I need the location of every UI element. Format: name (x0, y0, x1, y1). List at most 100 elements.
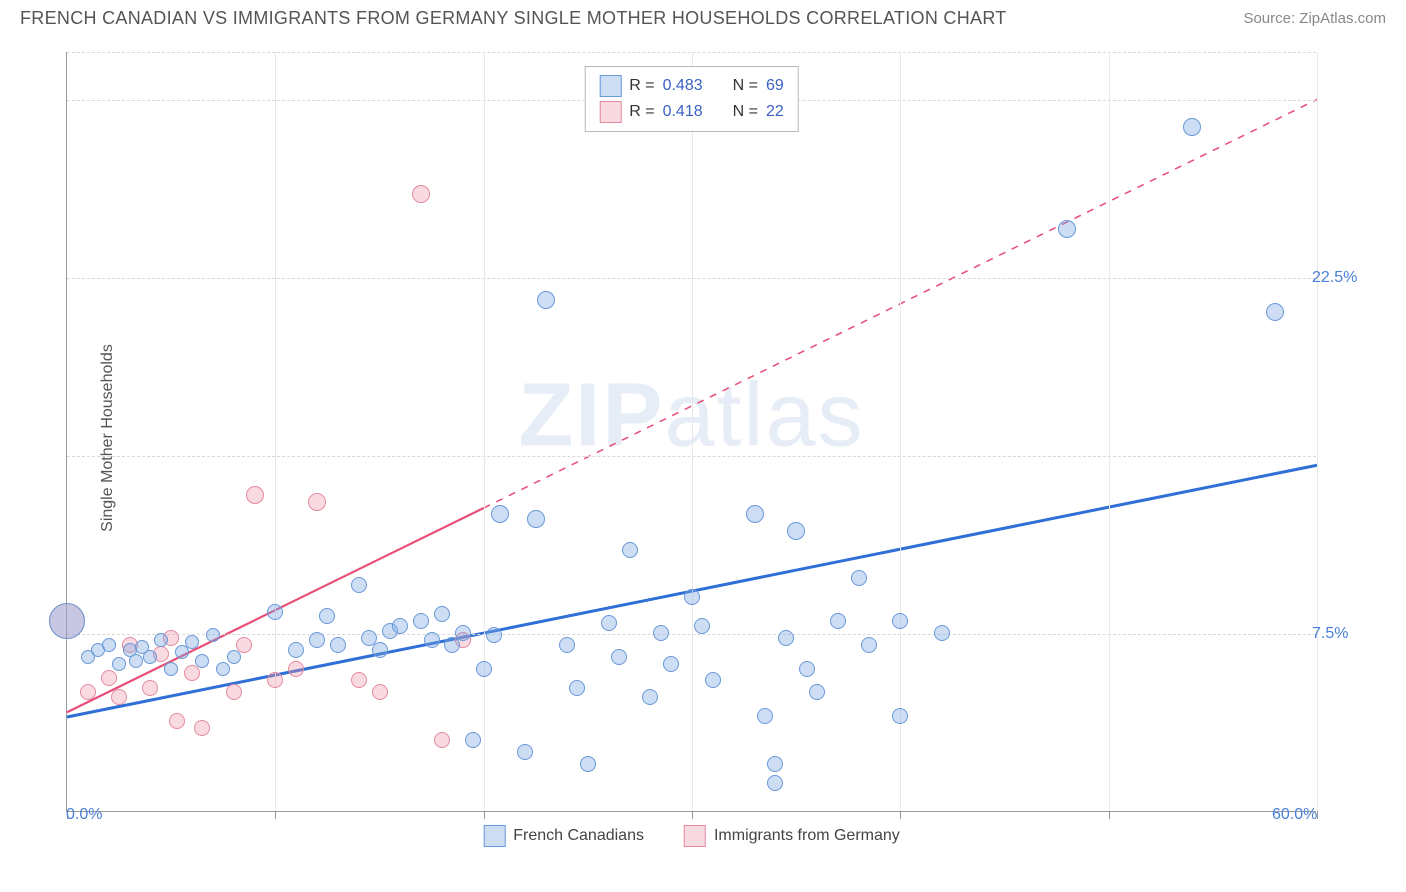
chart-area: Single Mother Households ZIPatlas R =0.4… (52, 38, 1392, 838)
data-point-blue (1266, 303, 1284, 321)
data-point-blue (787, 522, 805, 540)
data-point-blue (49, 603, 85, 639)
data-point-blue (206, 628, 220, 642)
data-point-blue (476, 661, 492, 677)
legend-r-label: R = (629, 99, 654, 125)
chart-title: FRENCH CANADIAN VS IMMIGRANTS FROM GERMA… (20, 8, 1007, 29)
legend-swatch-blue (483, 825, 505, 847)
legend-n-label: N = (733, 73, 758, 99)
data-point-blue (705, 672, 721, 688)
x-tick (900, 811, 901, 819)
data-point-pink (80, 684, 96, 700)
legend-row-pink: R = 0.418 N = 22 (599, 99, 784, 125)
data-point-blue (195, 654, 209, 668)
data-point-pink (184, 665, 200, 681)
data-point-blue (491, 505, 509, 523)
legend-n-value: 69 (766, 73, 784, 99)
data-point-blue (684, 589, 700, 605)
legend-n-label: N = (733, 99, 758, 125)
data-point-blue (351, 577, 367, 593)
x-tick-label: 60.0% (1272, 806, 1317, 824)
gridline-v (275, 52, 276, 811)
legend-n-value: 22 (766, 99, 784, 125)
x-tick (1109, 811, 1110, 819)
data-point-blue (642, 689, 658, 705)
data-point-blue (129, 654, 143, 668)
data-point-blue (185, 635, 199, 649)
data-point-pink (142, 680, 158, 696)
data-point-pink (226, 684, 242, 700)
legend-swatch-pink (599, 101, 621, 123)
data-point-blue (799, 661, 815, 677)
legend-label: French Canadians (513, 827, 644, 845)
x-tick (692, 811, 693, 819)
data-point-blue (861, 637, 877, 653)
data-point-blue (102, 638, 116, 652)
data-point-pink (434, 732, 450, 748)
data-point-blue (537, 291, 555, 309)
series-legend: French Canadians Immigrants from Germany (483, 825, 900, 847)
data-point-blue (267, 604, 283, 620)
data-point-pink (194, 720, 210, 736)
legend-swatch-blue (599, 75, 621, 97)
x-tick (275, 811, 276, 819)
data-point-pink (111, 689, 127, 705)
data-point-blue (809, 684, 825, 700)
gridline-v (900, 52, 901, 811)
data-point-blue (1058, 220, 1076, 238)
data-point-pink (412, 185, 430, 203)
gridline-v (1109, 52, 1110, 811)
data-point-blue (288, 642, 304, 658)
legend-swatch-pink (684, 825, 706, 847)
data-point-blue (694, 618, 710, 634)
data-point-blue (767, 775, 783, 791)
data-point-pink (236, 637, 252, 653)
data-point-blue (424, 632, 440, 648)
data-point-blue (143, 650, 157, 664)
data-point-blue (851, 570, 867, 586)
data-point-blue (164, 662, 178, 676)
data-point-blue (778, 630, 794, 646)
data-point-blue (309, 632, 325, 648)
data-point-blue (746, 505, 764, 523)
data-point-blue (611, 649, 627, 665)
y-tick-label: 7.5% (1312, 625, 1348, 643)
correlation-legend: R = 0.483 N = 69 R = 0.418 N = 22 (584, 66, 799, 132)
data-point-blue (517, 744, 533, 760)
gridline-v (1317, 52, 1318, 811)
data-point-blue (757, 708, 773, 724)
data-point-pink (246, 486, 264, 504)
data-point-pink (308, 493, 326, 511)
data-point-blue (216, 662, 230, 676)
legend-item-pink: Immigrants from Germany (684, 825, 900, 847)
data-point-blue (559, 637, 575, 653)
data-point-blue (154, 633, 168, 647)
data-point-blue (569, 680, 585, 696)
data-point-blue (392, 618, 408, 634)
scatter-plot: ZIPatlas R =0.483N =69R =0.418N =22 Fren… (66, 52, 1316, 812)
data-point-blue (767, 756, 783, 772)
data-point-blue (892, 613, 908, 629)
data-point-blue (934, 625, 950, 641)
data-point-blue (372, 642, 388, 658)
data-point-pink (288, 661, 304, 677)
data-point-pink (101, 670, 117, 686)
legend-r-value: 0.418 (663, 99, 703, 125)
data-point-blue (465, 732, 481, 748)
y-tick-label: 22.5% (1312, 269, 1357, 287)
data-point-blue (112, 657, 126, 671)
data-point-blue (601, 615, 617, 631)
x-tick (484, 811, 485, 819)
legend-r-value: 0.483 (663, 73, 703, 99)
data-point-blue (434, 606, 450, 622)
data-point-blue (486, 627, 502, 643)
data-point-blue (830, 613, 846, 629)
legend-r-label: R = (629, 73, 654, 99)
data-point-blue (527, 510, 545, 528)
gridline-v (484, 52, 485, 811)
gridline-v (692, 52, 693, 811)
data-point-blue (892, 708, 908, 724)
data-point-blue (663, 656, 679, 672)
data-point-blue (413, 613, 429, 629)
data-point-pink (351, 672, 367, 688)
